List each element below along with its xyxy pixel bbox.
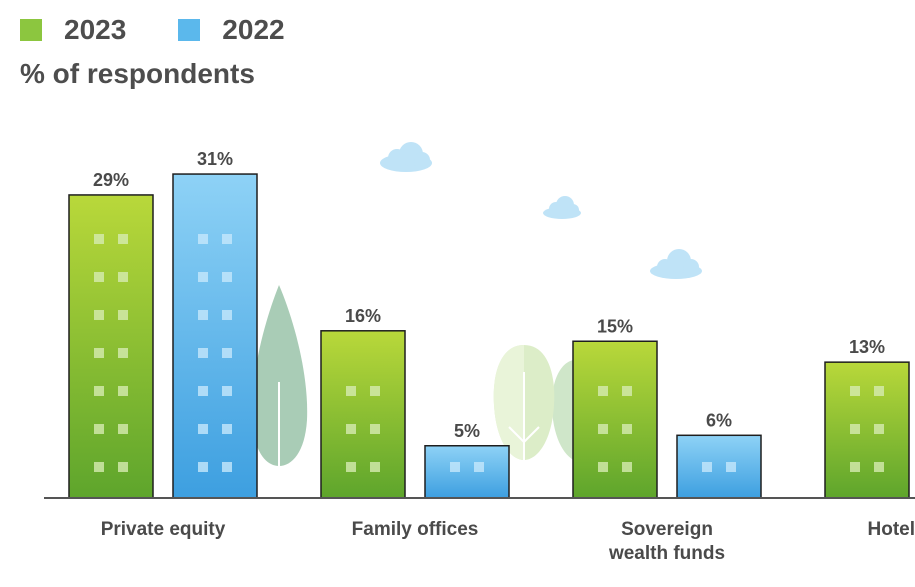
data-label-2022-0: 31% — [197, 149, 233, 169]
data-label-2023-0: 29% — [93, 170, 129, 190]
window-decor — [874, 462, 884, 472]
bar-2022-1 — [424, 445, 510, 499]
window-decor — [94, 310, 104, 320]
data-label-2023-2: 15% — [597, 316, 633, 336]
decorative-scenery — [251, 142, 702, 500]
cloud-icon — [380, 142, 432, 172]
window-decor — [850, 462, 860, 472]
tree-icon — [493, 345, 555, 500]
data-label-2022-1: 5% — [454, 421, 480, 441]
window-decor — [198, 424, 208, 434]
data-label-2023-3: 13% — [849, 337, 885, 357]
category-label-line: Sovereign — [621, 519, 713, 540]
bar-2023-2 — [572, 340, 658, 499]
window-decor — [222, 424, 232, 434]
legend-item-2022: 2022 — [178, 14, 285, 46]
bar-rect — [676, 434, 762, 499]
y-axis-label: % of respondents — [20, 58, 255, 89]
window-decor — [94, 272, 104, 282]
bar-rect — [320, 330, 406, 499]
window-decor — [222, 462, 232, 472]
legend-swatch-2023 — [20, 19, 42, 41]
window-decor — [222, 272, 232, 282]
window-decor — [874, 386, 884, 396]
window-decor — [474, 462, 484, 472]
window-decor — [94, 234, 104, 244]
window-decor — [222, 310, 232, 320]
data-label-2022-2: 6% — [706, 410, 732, 430]
legend-item-2023: 2023 — [20, 14, 126, 46]
window-decor — [598, 424, 608, 434]
window-decor — [370, 462, 380, 472]
bar-2022-2 — [676, 434, 762, 499]
window-decor — [850, 424, 860, 434]
window-decor — [874, 424, 884, 434]
window-decor — [622, 386, 632, 396]
legend-swatch-2022 — [178, 19, 201, 41]
bar-2023-0 — [68, 194, 154, 499]
legend-label-2023: 2023 — [64, 14, 127, 45]
category-label-line: wealth funds — [608, 543, 726, 564]
window-decor — [622, 462, 632, 472]
window-decor — [370, 424, 380, 434]
window-decor — [94, 462, 104, 472]
window-decor — [118, 310, 128, 320]
window-decor — [198, 348, 208, 358]
window-decor — [198, 272, 208, 282]
window-decor — [450, 462, 460, 472]
window-decor — [370, 386, 380, 396]
bar-rect — [172, 173, 258, 499]
category-label-0: Private equity — [63, 518, 263, 542]
window-decor — [346, 462, 356, 472]
cloud-icon — [543, 196, 581, 219]
window-decor — [94, 348, 104, 358]
bar-2023-1 — [320, 330, 406, 499]
bar-rect — [424, 445, 510, 499]
window-decor — [598, 462, 608, 472]
window-decor — [222, 348, 232, 358]
window-decor — [198, 386, 208, 396]
legend: 2023 2022 — [20, 14, 337, 46]
bar-rect — [572, 340, 658, 499]
window-decor — [118, 424, 128, 434]
window-decor — [198, 462, 208, 472]
window-decor — [346, 386, 356, 396]
window-decor — [118, 462, 128, 472]
window-decor — [222, 386, 232, 396]
window-decor — [118, 272, 128, 282]
bar-rect — [68, 194, 154, 499]
cloud-icon — [650, 249, 702, 279]
legend-label-2022: 2022 — [222, 14, 285, 45]
window-decor — [346, 424, 356, 434]
bar-2023-3 — [824, 361, 910, 499]
window-decor — [222, 234, 232, 244]
bar-rect — [824, 361, 910, 499]
window-decor — [702, 462, 712, 472]
category-label-line: Private equity — [100, 519, 226, 540]
category-label-line: Family offices — [351, 519, 479, 540]
window-decor — [118, 234, 128, 244]
window-decor — [726, 462, 736, 472]
category-label-line: Hotel — [867, 519, 915, 540]
window-decor — [198, 310, 208, 320]
window-decor — [118, 386, 128, 396]
tree-icon — [551, 359, 578, 462]
category-label-1: Family offices — [315, 518, 515, 542]
window-decor — [850, 386, 860, 396]
window-decor — [94, 424, 104, 434]
window-decor — [598, 386, 608, 396]
window-decor — [94, 386, 104, 396]
window-decor — [622, 424, 632, 434]
category-label-2: Sovereign wealth funds — [567, 518, 767, 566]
data-label-2023-1: 16% — [345, 306, 381, 326]
bar-2022-0 — [172, 173, 258, 499]
window-decor — [198, 234, 208, 244]
window-decor — [118, 348, 128, 358]
tree-icon — [251, 285, 308, 500]
category-label-3: Hotel — [715, 518, 915, 542]
